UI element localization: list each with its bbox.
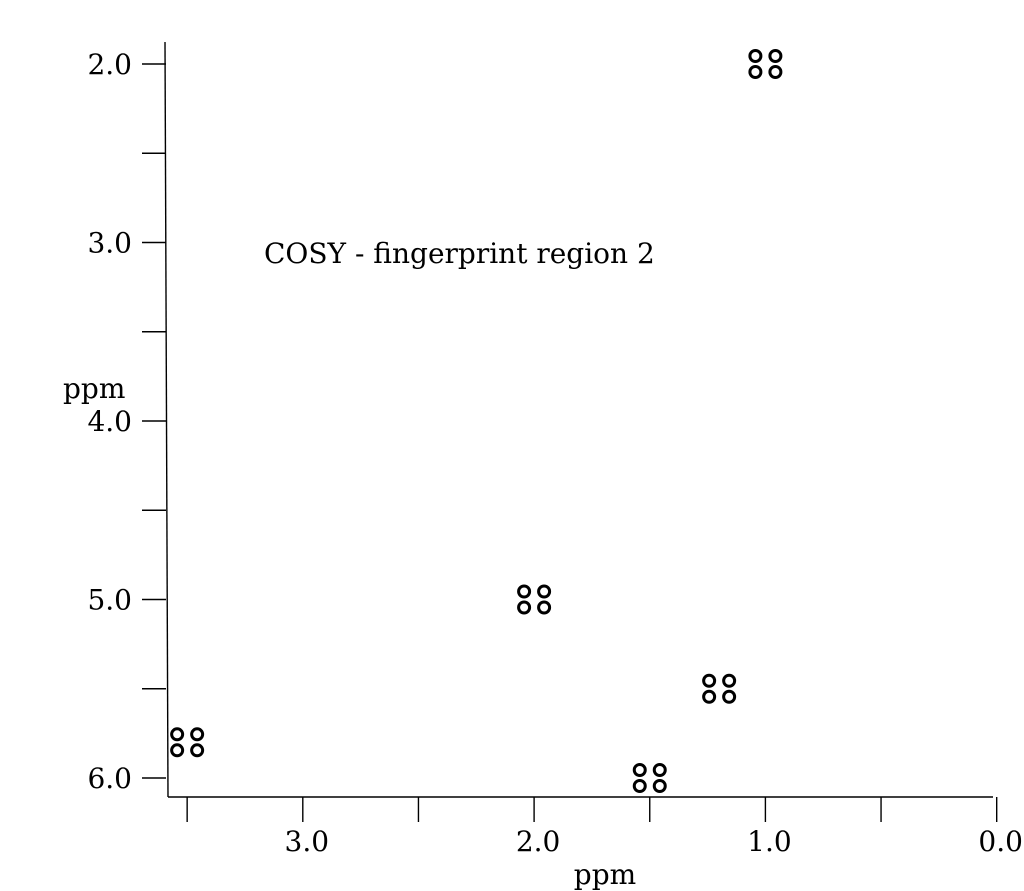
peak-dot (517, 584, 532, 599)
peak-dot (537, 600, 552, 615)
x-tick-label: 0.0 (978, 825, 1023, 858)
cross-peak (517, 584, 552, 615)
cross-peak (632, 763, 667, 793)
x-tick-label: 3.0 (285, 825, 330, 858)
peak-dot (632, 763, 647, 777)
x-axis-ticks: 3.0 2.0 1.0 0.0 (186, 797, 1023, 858)
peak-dot (768, 49, 783, 63)
peak-dot (170, 727, 185, 742)
y-tick-label: 6.0 (87, 762, 132, 795)
y-tick-label: 2.0 (87, 48, 132, 81)
peak-dot (517, 600, 532, 615)
peak-dot (190, 727, 205, 742)
cross-peak (170, 727, 205, 758)
peak-dot (722, 689, 737, 704)
peak-dot (632, 779, 647, 793)
peak-dot (748, 49, 763, 63)
peak-dot (748, 65, 763, 79)
y-axis-title: ppm (63, 372, 125, 405)
chart-title: COSY - fingerprint region 2 (264, 237, 655, 270)
peak-dot (768, 65, 783, 79)
peak-dot (652, 779, 667, 793)
peak-dot (702, 689, 717, 704)
x-tick-label: 1.0 (747, 825, 792, 858)
peak-dot (170, 743, 185, 758)
cross-peak (702, 673, 737, 704)
x-axis-title: ppm (574, 858, 636, 891)
y-axis-line (164, 41, 169, 798)
peak-dot (190, 743, 205, 758)
peak-dot (652, 763, 667, 777)
peak-dot (722, 673, 737, 688)
y-tick-label: 3.0 (87, 227, 132, 260)
y-axis-ticks: 2.0 3.0 4.0 5.0 6.0 (87, 48, 166, 795)
y-tick-label: 4.0 (87, 405, 132, 438)
peak-dot (702, 673, 717, 688)
x-tick-label: 2.0 (516, 825, 561, 858)
cross-peak (748, 49, 783, 79)
cross-peaks (170, 49, 783, 793)
peak-dot (537, 584, 552, 599)
y-tick-label: 5.0 (87, 584, 132, 617)
